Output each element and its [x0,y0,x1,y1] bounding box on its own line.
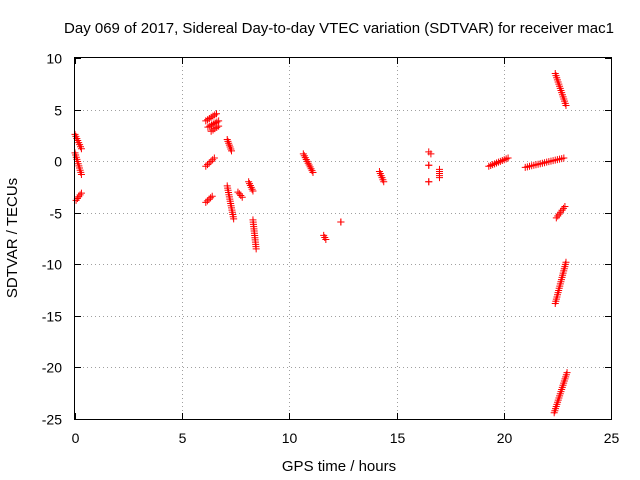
data-point [249,187,257,195]
data-point [562,101,570,109]
y-tick-label: -10 [42,257,62,273]
data-point [337,218,345,226]
y-tick-label: -20 [42,360,62,376]
x-axis-label: GPS time / hours [282,458,396,475]
data-point [562,258,570,266]
x-tick-label: 15 [390,430,406,446]
y-axis: -25 -20 -15 -10 -5 0 5 10 [42,51,611,428]
data-point [208,192,216,200]
data-point [202,198,210,206]
data-point [77,171,85,179]
data-point [207,113,215,121]
x-tick-label: 0 [72,430,80,446]
data-point [322,236,330,244]
data-point [210,154,218,162]
data-point [504,154,512,162]
data-point [560,154,568,162]
x-tick-label: 5 [179,430,187,446]
data-point [75,193,83,201]
y-axis-label: SDTVAR / TECUs [4,178,21,298]
grid [75,58,611,419]
data-point [380,178,388,186]
data-point [238,193,246,201]
data-point [435,174,443,182]
data-point [205,159,213,167]
data-point [207,194,215,202]
x-axis: 0 5 10 15 20 25 [72,58,620,446]
data-point [203,161,211,169]
data-point [73,195,81,203]
data-point [228,147,236,155]
data-point [237,192,245,200]
data-point [209,156,217,164]
x-tick-label: 10 [282,430,298,446]
data-point [204,116,212,124]
data-point [230,215,238,223]
data-point [425,178,433,186]
y-tick-label: 0 [54,154,62,170]
data-point [235,190,243,198]
data-point [309,168,317,176]
data-point [211,111,219,119]
y-tick-label: 10 [46,51,62,67]
y-tick-label: -15 [42,309,62,325]
data-point [72,196,80,204]
plot-frame [74,57,612,420]
data-series [71,69,571,417]
data-point [204,123,212,131]
data-point [213,110,221,118]
data-point [202,117,210,125]
data-point [209,112,217,120]
data-point [427,150,435,158]
data-point [209,120,217,128]
data-point [234,188,242,196]
x-tick-label: 25 [604,430,620,446]
data-point [76,191,84,199]
data-point [205,115,213,123]
data-point [77,189,85,197]
data-point [425,161,433,169]
x-tick-label: 20 [497,430,513,446]
chart-title: Day 069 of 2017, Sidereal Day-to-day VTE… [64,20,614,37]
data-point [215,122,223,130]
data-point [202,162,210,170]
data-point [206,122,214,130]
data-point [207,157,215,165]
data-point [563,369,571,377]
data-point [252,245,260,253]
y-tick-label: 5 [54,103,62,119]
data-point [203,197,211,205]
data-point [205,195,213,203]
y-tick-label: -25 [42,412,62,428]
data-point [561,203,569,211]
data-point [77,145,85,153]
y-tick-label: -5 [50,206,63,222]
data-point [208,121,216,129]
